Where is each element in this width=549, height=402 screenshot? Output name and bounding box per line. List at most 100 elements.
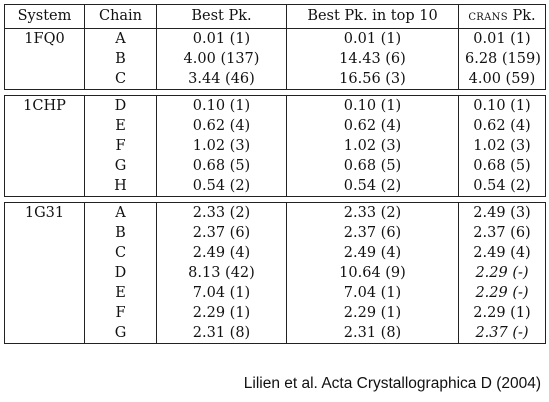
table-row: E 7.04 (1) 7.04 (1) 2.29 (-) bbox=[4, 283, 546, 303]
cell-crans-peak: 2.37 (-) bbox=[458, 323, 546, 344]
table-row: F 1.02 (3) 1.02 (3) 1.02 (3) bbox=[4, 136, 546, 156]
cell-best-peak: 4.00 (137) bbox=[156, 49, 287, 69]
cell-best-peak: 0.68 (5) bbox=[156, 156, 287, 176]
cell-system bbox=[4, 136, 85, 156]
cell-best-peak-top10: 2.49 (4) bbox=[286, 243, 459, 263]
table-row: B 4.00 (137) 14.43 (6) 6.28 (159) bbox=[4, 49, 546, 69]
cell-system: 1G31 bbox=[4, 202, 85, 223]
cell-best-peak-top10: 2.33 (2) bbox=[286, 202, 459, 223]
cell-chain: E bbox=[84, 116, 157, 136]
cell-best-peak-top10: 7.04 (1) bbox=[286, 283, 459, 303]
cell-chain: C bbox=[84, 69, 157, 90]
header-crans-peak: crans Pk. bbox=[458, 4, 546, 29]
cell-crans-peak: 0.62 (4) bbox=[458, 116, 546, 136]
cell-best-peak-top10: 10.64 (9) bbox=[286, 263, 459, 283]
cell-chain: G bbox=[84, 156, 157, 176]
cell-best-peak-top10: 0.01 (1) bbox=[286, 28, 459, 49]
cell-best-peak: 1.02 (3) bbox=[156, 136, 287, 156]
cell-best-peak: 2.31 (8) bbox=[156, 323, 287, 344]
cell-crans-peak: 2.49 (3) bbox=[458, 202, 546, 223]
table-row: 1G31 A 2.33 (2) 2.33 (2) 2.49 (3) bbox=[4, 202, 546, 223]
table-row: D 8.13 (42) 10.64 (9) 2.29 (-) bbox=[4, 263, 546, 283]
cell-best-peak: 0.01 (1) bbox=[156, 28, 287, 49]
cell-best-peak: 0.54 (2) bbox=[156, 176, 287, 197]
cell-crans-peak: 0.01 (1) bbox=[458, 28, 546, 49]
cell-crans-peak: 2.29 (-) bbox=[458, 263, 546, 283]
cell-best-peak: 0.62 (4) bbox=[156, 116, 287, 136]
cell-crans-peak: 2.29 (1) bbox=[458, 303, 546, 323]
cell-system: 1CHP bbox=[4, 95, 85, 116]
cell-system: 1FQ0 bbox=[4, 28, 85, 49]
cell-system bbox=[4, 323, 85, 344]
header-best-peak: Best Pk. bbox=[156, 4, 287, 29]
table-row: H 0.54 (2) 0.54 (2) 0.54 (2) bbox=[4, 176, 546, 197]
cell-best-peak-top10: 2.29 (1) bbox=[286, 303, 459, 323]
cell-best-peak: 2.33 (2) bbox=[156, 202, 287, 223]
cell-chain: B bbox=[84, 223, 157, 243]
cell-chain: F bbox=[84, 136, 157, 156]
cell-best-peak: 2.49 (4) bbox=[156, 243, 287, 263]
header-crans-suffix: Pk. bbox=[507, 8, 536, 24]
cell-system bbox=[4, 303, 85, 323]
table-row: C 3.44 (46) 16.56 (3) 4.00 (59) bbox=[4, 69, 546, 90]
cell-crans-peak: 1.02 (3) bbox=[458, 136, 546, 156]
cell-system bbox=[4, 263, 85, 283]
cell-chain: A bbox=[84, 28, 157, 49]
cell-chain: D bbox=[84, 263, 157, 283]
table-row: 1CHP D 0.10 (1) 0.10 (1) 0.10 (1) bbox=[4, 95, 546, 116]
cell-best-peak-top10: 0.54 (2) bbox=[286, 176, 459, 197]
cell-system bbox=[4, 243, 85, 263]
table-row: G 0.68 (5) 0.68 (5) 0.68 (5) bbox=[4, 156, 546, 176]
citation: Lilien et al. Acta Crystallographica D (… bbox=[243, 375, 541, 392]
cell-best-peak-top10: 2.31 (8) bbox=[286, 323, 459, 344]
header-row: System Chain Best Pk. Best Pk. in top 10… bbox=[4, 4, 546, 29]
cell-best-peak-top10: 0.10 (1) bbox=[286, 95, 459, 116]
cell-chain: E bbox=[84, 283, 157, 303]
cell-system bbox=[4, 223, 85, 243]
cell-crans-peak: 2.49 (4) bbox=[458, 243, 546, 263]
cell-chain: B bbox=[84, 49, 157, 69]
cell-best-peak-top10: 0.68 (5) bbox=[286, 156, 459, 176]
cell-crans-peak: 2.29 (-) bbox=[458, 283, 546, 303]
cell-best-peak: 2.37 (6) bbox=[156, 223, 287, 243]
header-best-peak-top10: Best Pk. in top 10 bbox=[286, 4, 459, 29]
cell-best-peak: 8.13 (42) bbox=[156, 263, 287, 283]
cell-crans-peak: 4.00 (59) bbox=[458, 69, 546, 90]
cell-best-peak: 0.10 (1) bbox=[156, 95, 287, 116]
cell-chain: A bbox=[84, 202, 157, 223]
cell-chain: F bbox=[84, 303, 157, 323]
cell-crans-peak: 0.54 (2) bbox=[458, 176, 546, 197]
cell-system bbox=[4, 156, 85, 176]
table-row: 1FQ0 A 0.01 (1) 0.01 (1) 0.01 (1) bbox=[4, 28, 546, 49]
cell-crans-peak: 0.10 (1) bbox=[458, 95, 546, 116]
table-row: F 2.29 (1) 2.29 (1) 2.29 (1) bbox=[4, 303, 546, 323]
cell-system bbox=[4, 283, 85, 303]
cell-chain: G bbox=[84, 323, 157, 344]
cell-best-peak: 7.04 (1) bbox=[156, 283, 287, 303]
table-row: B 2.37 (6) 2.37 (6) 2.37 (6) bbox=[4, 223, 546, 243]
table-row: C 2.49 (4) 2.49 (4) 2.49 (4) bbox=[4, 243, 546, 263]
table-body: 1FQ0 A 0.01 (1) 0.01 (1) 0.01 (1) B 4.00 (137)… bbox=[4, 28, 546, 344]
cell-crans-peak: 2.37 (6) bbox=[458, 223, 546, 243]
cell-best-peak: 2.29 (1) bbox=[156, 303, 287, 323]
cell-crans-peak: 0.68 (5) bbox=[458, 156, 546, 176]
cell-best-peak-top10: 0.62 (4) bbox=[286, 116, 459, 136]
cell-chain: C bbox=[84, 243, 157, 263]
cell-system bbox=[4, 69, 85, 90]
table-row: G 2.31 (8) 2.31 (8) 2.37 (-) bbox=[4, 323, 546, 344]
header-crans-word: crans bbox=[468, 8, 508, 24]
header-chain: Chain bbox=[84, 4, 157, 29]
cell-best-peak: 3.44 (46) bbox=[156, 69, 287, 90]
cell-best-peak-top10: 16.56 (3) bbox=[286, 69, 459, 90]
cell-chain: H bbox=[84, 176, 157, 197]
cell-system bbox=[4, 49, 85, 69]
cell-best-peak-top10: 2.37 (6) bbox=[286, 223, 459, 243]
cell-crans-peak: 6.28 (159) bbox=[458, 49, 546, 69]
header-system: System bbox=[4, 4, 85, 29]
cell-chain: D bbox=[84, 95, 157, 116]
results-table: System Chain Best Pk. Best Pk. in top 10… bbox=[4, 4, 546, 344]
table-row: E 0.62 (4) 0.62 (4) 0.62 (4) bbox=[4, 116, 546, 136]
cell-best-peak-top10: 14.43 (6) bbox=[286, 49, 459, 69]
cell-system bbox=[4, 116, 85, 136]
